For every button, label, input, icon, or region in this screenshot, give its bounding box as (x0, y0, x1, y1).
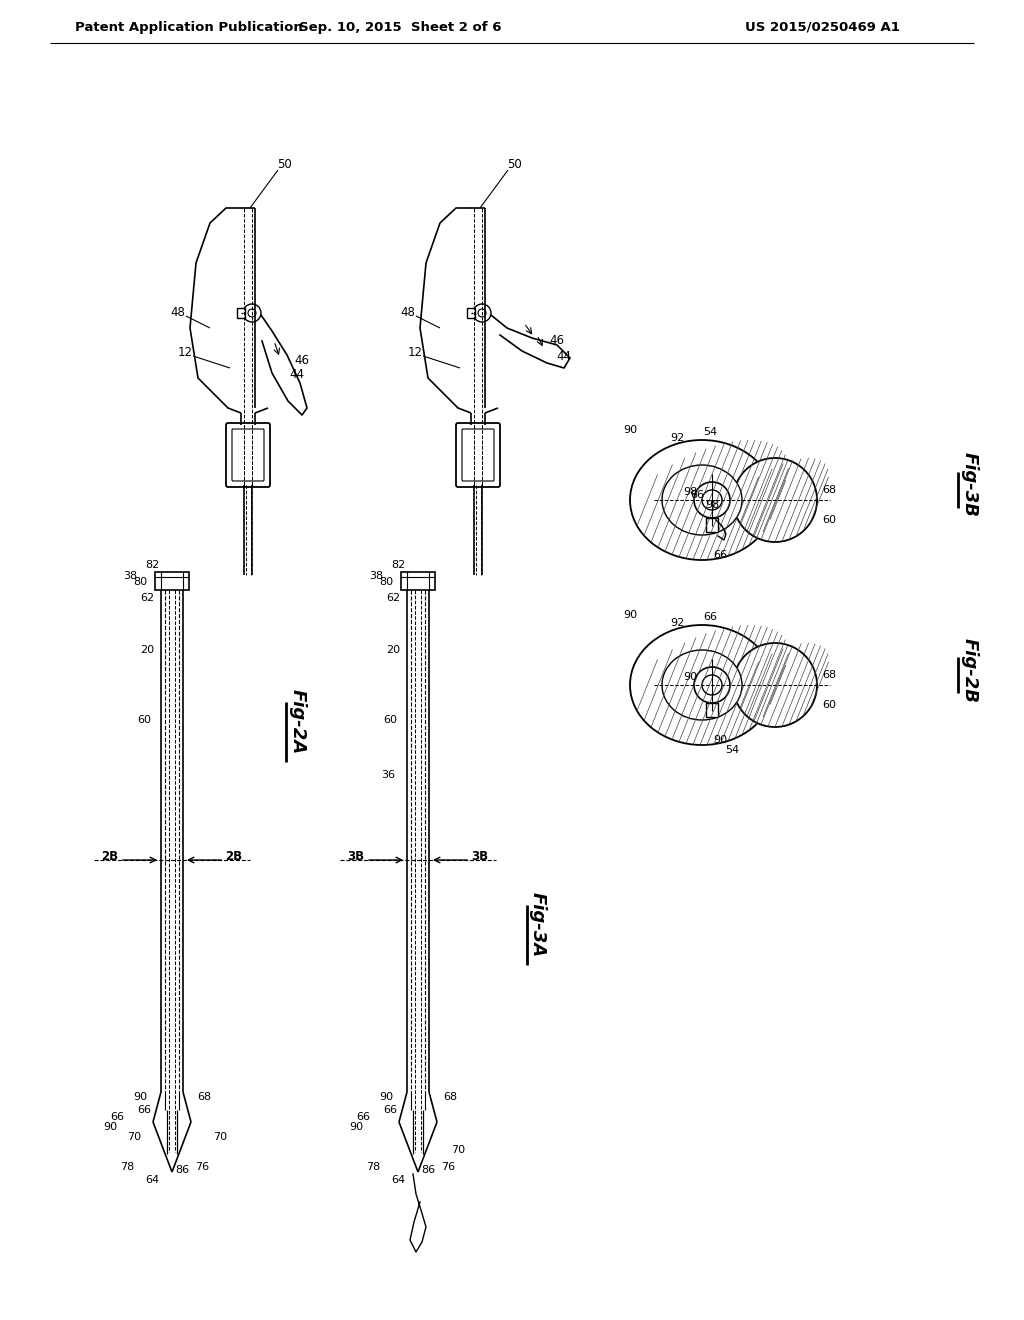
Text: 60: 60 (822, 700, 836, 710)
Bar (706, 517, 718, 532)
Ellipse shape (662, 465, 742, 535)
FancyBboxPatch shape (456, 422, 500, 487)
Text: Sep. 10, 2015  Sheet 2 of 6: Sep. 10, 2015 Sheet 2 of 6 (299, 21, 502, 33)
Text: 12: 12 (177, 346, 193, 359)
Ellipse shape (662, 649, 742, 719)
Text: 44: 44 (556, 351, 571, 363)
Bar (155, 572, 189, 590)
Text: 78: 78 (366, 1162, 380, 1172)
Circle shape (478, 309, 486, 317)
Bar (401, 572, 435, 590)
Text: 66: 66 (713, 550, 727, 560)
Text: 66: 66 (110, 1111, 124, 1122)
Text: 2B: 2B (225, 850, 243, 863)
Bar (706, 704, 718, 717)
Text: 2B: 2B (101, 850, 119, 863)
Text: Patent Application Publication: Patent Application Publication (75, 21, 303, 33)
Text: 48: 48 (171, 306, 185, 319)
Circle shape (243, 304, 261, 322)
Text: 3B: 3B (347, 850, 365, 863)
Text: 66: 66 (356, 1111, 370, 1122)
Text: 68: 68 (197, 1092, 211, 1102)
Text: Fig-2A: Fig-2A (289, 689, 307, 755)
Text: 44: 44 (290, 368, 304, 381)
Circle shape (248, 309, 256, 317)
Text: 68: 68 (822, 484, 836, 495)
Text: US 2015/0250469 A1: US 2015/0250469 A1 (745, 21, 900, 33)
Text: 54: 54 (725, 744, 739, 755)
Circle shape (702, 675, 722, 696)
FancyBboxPatch shape (232, 429, 264, 480)
Text: 70: 70 (451, 1144, 465, 1155)
Text: 12: 12 (408, 346, 423, 359)
Text: 66: 66 (383, 1105, 397, 1115)
FancyBboxPatch shape (226, 422, 270, 487)
Text: Fig-3B: Fig-3B (961, 453, 979, 517)
Circle shape (702, 490, 722, 510)
Text: 70: 70 (127, 1133, 141, 1142)
Text: 68: 68 (443, 1092, 457, 1102)
Text: 38: 38 (369, 572, 383, 581)
Text: 48: 48 (400, 306, 416, 319)
Text: 90: 90 (683, 672, 697, 682)
Text: 80: 80 (379, 577, 393, 587)
Text: 3B: 3B (471, 850, 488, 863)
Text: 66: 66 (703, 612, 717, 622)
FancyBboxPatch shape (462, 429, 494, 480)
Bar (467, 308, 475, 318)
Text: 76: 76 (195, 1162, 209, 1172)
Text: 66: 66 (690, 490, 705, 500)
Bar (237, 308, 245, 318)
Text: 60: 60 (383, 715, 397, 725)
Ellipse shape (630, 624, 774, 744)
Text: 98: 98 (705, 500, 719, 510)
Text: 36: 36 (381, 770, 395, 780)
Text: 62: 62 (386, 593, 400, 603)
Circle shape (694, 667, 730, 704)
Text: 60: 60 (822, 515, 836, 525)
Text: 68: 68 (822, 671, 836, 680)
Text: 92: 92 (670, 618, 684, 628)
Circle shape (694, 482, 730, 517)
Text: 82: 82 (144, 560, 159, 570)
Text: 90: 90 (623, 425, 637, 436)
Text: 46: 46 (550, 334, 564, 347)
Text: 60: 60 (137, 715, 151, 725)
Text: 90: 90 (349, 1122, 364, 1133)
Text: 80: 80 (133, 577, 147, 587)
Text: 20: 20 (386, 645, 400, 655)
Text: 78: 78 (120, 1162, 134, 1172)
Text: 70: 70 (213, 1133, 227, 1142)
Text: 90: 90 (379, 1092, 393, 1102)
Text: 38: 38 (123, 572, 137, 581)
Text: 50: 50 (278, 157, 293, 170)
Text: 92: 92 (670, 433, 684, 444)
Text: Fig-3A: Fig-3A (529, 892, 547, 957)
Ellipse shape (630, 440, 774, 560)
Text: 86: 86 (421, 1166, 435, 1175)
Circle shape (733, 458, 817, 543)
Text: 76: 76 (441, 1162, 455, 1172)
Text: Fig-2B: Fig-2B (961, 638, 979, 702)
Text: 86: 86 (175, 1166, 189, 1175)
Text: 62: 62 (140, 593, 154, 603)
Text: 64: 64 (145, 1175, 159, 1185)
Text: 46: 46 (295, 355, 309, 367)
Text: 90: 90 (713, 735, 727, 744)
Text: 50: 50 (508, 157, 522, 170)
Text: 98: 98 (683, 487, 697, 498)
Text: 90: 90 (103, 1122, 117, 1133)
Circle shape (733, 643, 817, 727)
Text: 20: 20 (140, 645, 154, 655)
Text: 54: 54 (702, 426, 717, 437)
Text: 64: 64 (391, 1175, 406, 1185)
Text: 90: 90 (623, 610, 637, 620)
Text: 82: 82 (391, 560, 406, 570)
Text: 90: 90 (133, 1092, 147, 1102)
Text: 66: 66 (137, 1105, 151, 1115)
Circle shape (473, 304, 490, 322)
